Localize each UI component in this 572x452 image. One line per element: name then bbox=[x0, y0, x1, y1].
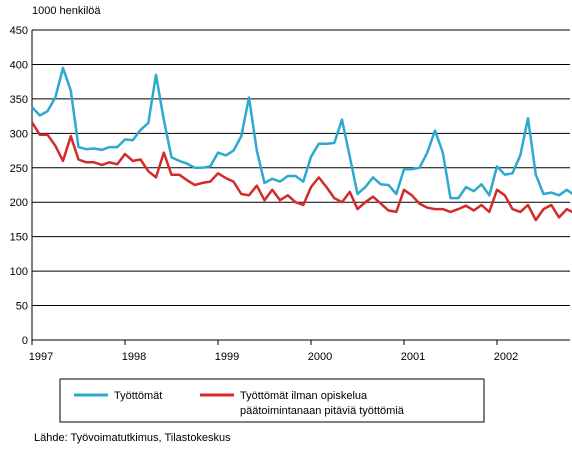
series-line-tyottomat bbox=[31, 66, 572, 200]
legend-label-ilman-opiskelua-line2: päätoimintanaan pitäviä työttömiä bbox=[240, 405, 405, 417]
source-note: Lähde: Työvoimatutkimus, Tilastokeskus bbox=[34, 432, 231, 444]
x-tick-label: 1997 bbox=[29, 351, 53, 363]
x-axis-ticks: 1997 1998 1999 2000 2001 2002 bbox=[29, 340, 518, 363]
y-tick-label: 250 bbox=[10, 163, 28, 175]
x-tick-label: 2002 bbox=[494, 351, 518, 363]
y-axis-ticks: 0 50 100 150 200 250 300 350 400 450 bbox=[10, 25, 28, 347]
x-tick-label: 2001 bbox=[401, 351, 425, 363]
y-tick-label: 0 bbox=[22, 335, 28, 347]
y-tick-label: 300 bbox=[10, 128, 28, 140]
y-tick-label: 350 bbox=[10, 94, 28, 106]
y-tick-label: 150 bbox=[10, 232, 28, 244]
legend-label-ilman-opiskelua-line1: Työttömät ilman opiskelua bbox=[240, 390, 368, 402]
y-tick-label: 200 bbox=[10, 197, 28, 209]
legend-label-tyottomat: Työttömät bbox=[114, 390, 162, 402]
series-lines bbox=[30, 66, 572, 222]
y-axis-unit-label: 1000 henkilöä bbox=[32, 5, 101, 17]
y-tick-label: 450 bbox=[10, 25, 28, 37]
x-tick-label: 1998 bbox=[122, 351, 146, 363]
legend: Työttömät Työttömät ilman opiskelua päät… bbox=[59, 378, 485, 423]
y-tick-label: 400 bbox=[10, 59, 28, 71]
y-tick-label: 50 bbox=[16, 301, 28, 313]
gridlines bbox=[32, 29, 570, 307]
x-tick-label: 2000 bbox=[308, 351, 332, 363]
legend-box bbox=[59, 378, 485, 423]
series-line-ilman-opiskelua bbox=[30, 121, 572, 222]
x-tick-label: 1999 bbox=[215, 351, 239, 363]
y-tick-label: 100 bbox=[10, 266, 28, 278]
